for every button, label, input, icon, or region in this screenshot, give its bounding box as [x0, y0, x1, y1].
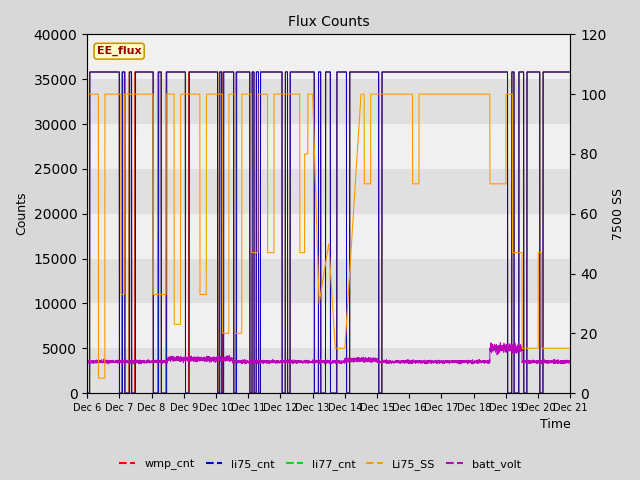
Y-axis label: Counts: Counts	[15, 192, 28, 236]
Bar	[87, 348, 570, 393]
X-axis label: Time: Time	[540, 419, 570, 432]
Bar	[87, 35, 570, 79]
Title: Flux Counts: Flux Counts	[288, 15, 369, 29]
Bar	[87, 303, 570, 348]
Bar	[87, 169, 570, 214]
Y-axis label: 7500 SS: 7500 SS	[612, 188, 625, 240]
Bar	[87, 259, 570, 303]
Text: EE_flux: EE_flux	[97, 46, 141, 56]
Bar	[87, 124, 570, 169]
Bar	[87, 79, 570, 124]
Bar	[87, 214, 570, 259]
Legend: wmp_cnt, li75_cnt, li77_cnt, Li75_SS, batt_volt: wmp_cnt, li75_cnt, li77_cnt, Li75_SS, ba…	[115, 455, 525, 474]
